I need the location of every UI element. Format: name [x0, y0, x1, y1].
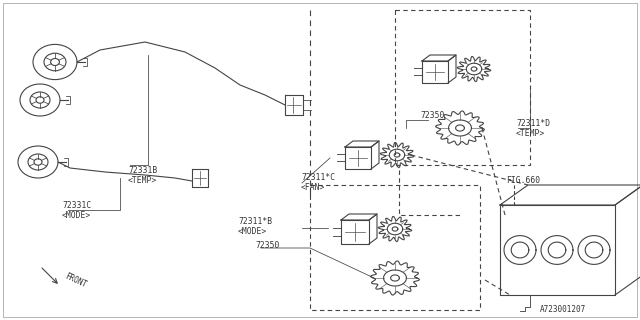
Text: <TEMP>: <TEMP>: [128, 176, 157, 185]
Text: 72311*B: 72311*B: [238, 217, 272, 226]
Text: <FAN>: <FAN>: [301, 183, 325, 192]
Text: <TEMP>: <TEMP>: [516, 129, 545, 138]
Text: FRONT: FRONT: [63, 272, 88, 290]
Text: FIG.660: FIG.660: [506, 176, 540, 185]
Text: 72331B: 72331B: [128, 166, 157, 175]
Text: 72331C: 72331C: [62, 201, 92, 210]
Text: <MODE>: <MODE>: [238, 227, 268, 236]
Text: <MODE>: <MODE>: [62, 211, 92, 220]
Text: 72350: 72350: [420, 111, 444, 120]
Text: A723001207: A723001207: [540, 305, 586, 314]
Text: 72311*D: 72311*D: [516, 119, 550, 128]
Text: 72350: 72350: [255, 241, 280, 250]
Text: 72311*C: 72311*C: [301, 173, 335, 182]
